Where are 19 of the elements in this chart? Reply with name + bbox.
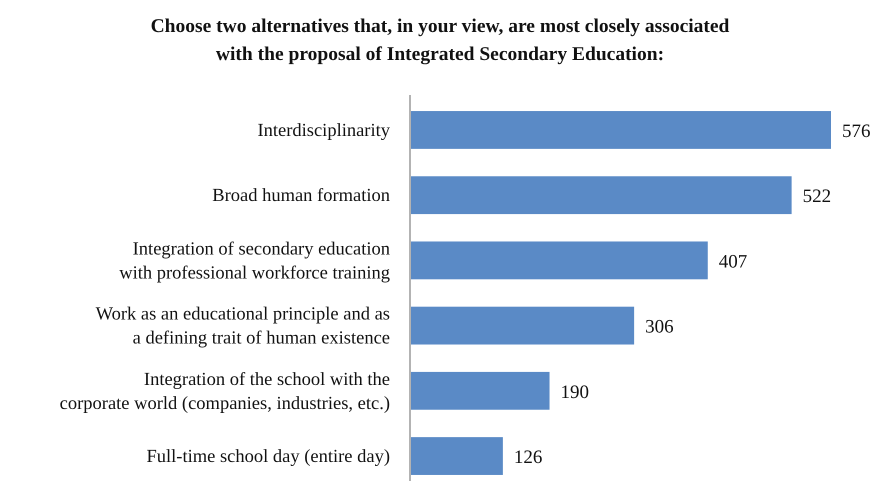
chart-title: Choose two alternatives that, in your view, are most closely associated with the proposal of Integrated Secondary Education: xyxy=(150,16,730,65)
y-tick-label: Integration of the school with the corporate world (companies, industries, etc.) xyxy=(60,370,390,414)
bar xyxy=(411,241,708,280)
data-label: 306 xyxy=(645,316,674,338)
y-tick-label: Broad human formation xyxy=(212,186,390,206)
y-tick-label: Interdisciplinarity xyxy=(257,120,391,141)
data-label: 126 xyxy=(514,447,542,468)
data-label: 407 xyxy=(718,251,748,272)
bar xyxy=(411,437,503,475)
data-label: 522 xyxy=(802,186,832,208)
bar xyxy=(411,306,634,345)
bar xyxy=(411,176,792,214)
bar xyxy=(411,111,831,149)
y-tick-label: Work as an educational principle and as a defining trait of human existence xyxy=(96,304,390,349)
y-tick-label: Integration of secondary education with professional workforce training xyxy=(119,239,390,284)
data-label: 576 xyxy=(842,120,870,142)
data-label: 190 xyxy=(560,382,590,403)
bar xyxy=(411,372,550,410)
y-tick-label: Full-time school day (entire day) xyxy=(146,447,390,468)
